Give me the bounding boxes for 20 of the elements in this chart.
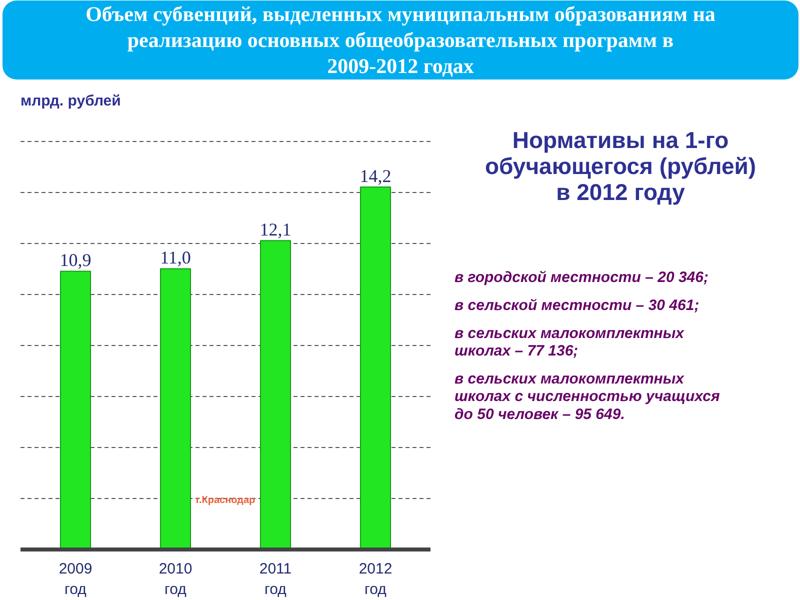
x-tick-label: 2012 год — [358, 560, 392, 598]
bar — [60, 270, 91, 550]
text: в сельских малокомплектных школах с численностью учащихся до 50 человек – 95 649. — [454, 370, 720, 423]
text: в городской местности – 20 346; — [454, 269, 708, 286]
data-label: 11,0 — [160, 248, 191, 268]
data-label: 14,2 — [360, 166, 392, 186]
x-tick-label: 2011 год — [259, 560, 292, 598]
text: в сельской местности – 30 461; — [454, 296, 700, 314]
bar — [360, 186, 391, 550]
chart-title: Объем субвенций, выделенных муниципальным образованиям на реализацию основных общеобразовательных программ в 2009-2012 годах — [86, 2, 716, 78]
annotation: г.Краснодар — [196, 495, 256, 506]
text: Нормативы на 1-го обучающегося (рублей) в 2012 году — [484, 126, 756, 206]
bar — [260, 240, 291, 550]
data-label: 12,1 — [260, 220, 292, 240]
text: в сельских малокомплектных школах – 77 136; — [454, 324, 685, 360]
data-label: 10,9 — [60, 250, 92, 270]
x-tick-label: 2009 год — [58, 560, 92, 598]
bar — [160, 268, 191, 550]
x-tick-label: 2010 год — [158, 560, 192, 598]
y-axis-title: млрд. рублей — [20, 92, 121, 110]
